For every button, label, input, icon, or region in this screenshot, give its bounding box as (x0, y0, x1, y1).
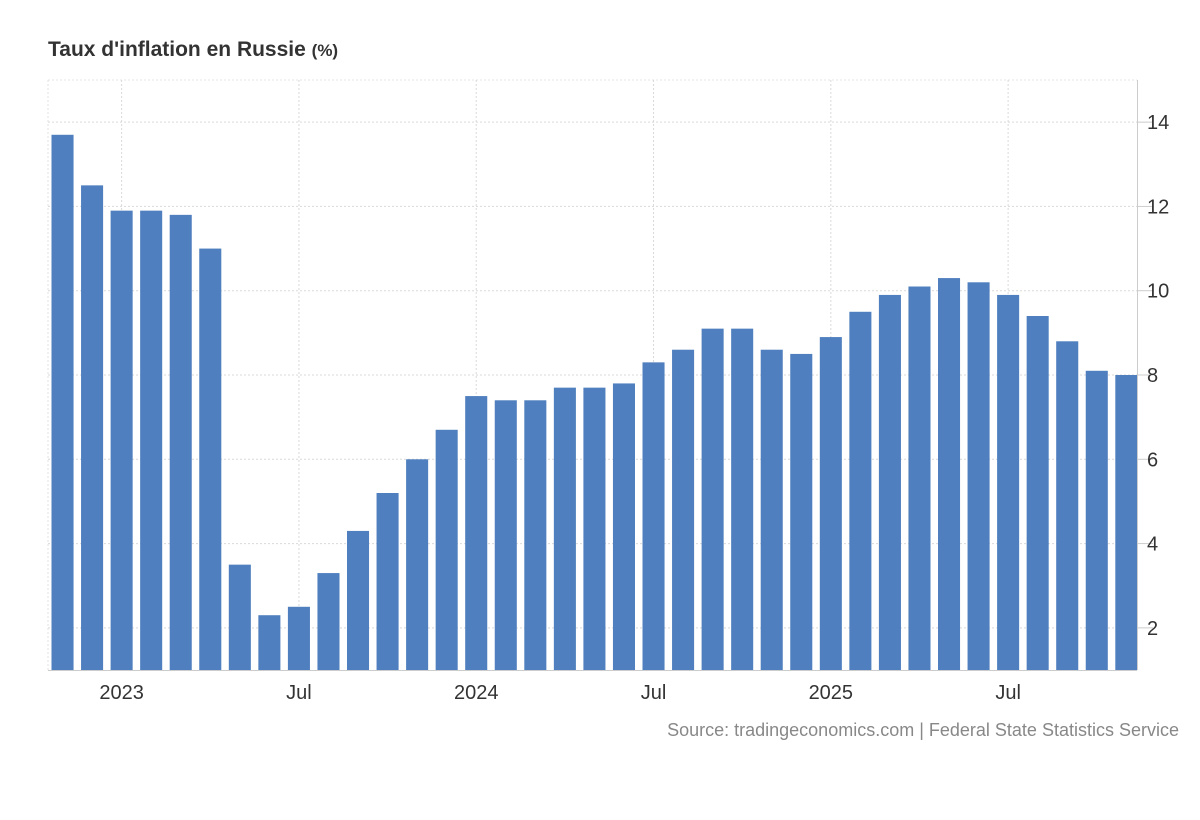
labels-layer: 2 4 6 8 10 12 14 2023 Jul 2024 Jul 2025 Jul (99, 112, 1169, 704)
bar (81, 185, 104, 670)
y-tick-label: 4 (1147, 534, 1158, 556)
bar (967, 282, 990, 670)
bar (465, 396, 488, 670)
chart-title-unit: (%) (311, 41, 339, 60)
bar (1085, 370, 1108, 670)
bar (701, 328, 724, 670)
bar (819, 337, 842, 670)
y-tick-label: 10 (1147, 281, 1169, 303)
y-tick-label: 2 (1147, 618, 1158, 640)
bar (376, 493, 399, 670)
bar (553, 387, 576, 670)
x-tick-label: Jul (286, 682, 312, 704)
x-tick-label: 2023 (99, 682, 144, 704)
bar (878, 294, 901, 670)
y-tick-label: 14 (1147, 112, 1169, 134)
x-tick-label: Jul (995, 682, 1021, 704)
bar (524, 400, 547, 670)
x-tick-label: 2024 (454, 682, 499, 704)
y-tick-label: 12 (1147, 196, 1169, 218)
source-text: Source: tradingeconomics.com | Federal S… (667, 720, 1179, 740)
chart-title: Taux d'inflation en Russie (%) (48, 38, 338, 62)
bar (760, 349, 783, 670)
bar (228, 564, 251, 670)
bar (908, 286, 931, 670)
bar (169, 214, 192, 670)
x-tick-label: 2025 (809, 682, 854, 704)
bar (1115, 375, 1138, 670)
bar (731, 328, 754, 670)
bar (406, 459, 429, 670)
y-tick-label: 6 (1147, 449, 1158, 471)
bar (51, 134, 74, 671)
bar (317, 573, 340, 670)
bar (140, 210, 163, 670)
bar (997, 294, 1020, 670)
bar (583, 387, 606, 670)
bar (612, 383, 635, 670)
bar (258, 615, 281, 670)
bar (672, 349, 695, 670)
bar (435, 429, 458, 670)
chart-title-text: Taux d'inflation en Russie (48, 38, 306, 61)
bar (790, 353, 813, 670)
bar (642, 362, 665, 670)
bar (494, 400, 517, 670)
axis-layer (48, 80, 1153, 671)
x-tick-label: Jul (641, 682, 667, 704)
bar (1056, 341, 1079, 670)
bar (938, 278, 961, 670)
bars-layer (51, 134, 1138, 671)
bar (849, 311, 872, 670)
bar (287, 606, 310, 670)
bar (1026, 316, 1049, 670)
y-tick-label: 8 (1147, 365, 1158, 387)
bar (110, 210, 133, 670)
bar (199, 248, 222, 671)
bar (347, 530, 370, 670)
